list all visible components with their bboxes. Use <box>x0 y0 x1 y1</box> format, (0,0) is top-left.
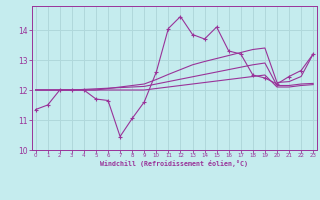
X-axis label: Windchill (Refroidissement éolien,°C): Windchill (Refroidissement éolien,°C) <box>100 160 248 167</box>
